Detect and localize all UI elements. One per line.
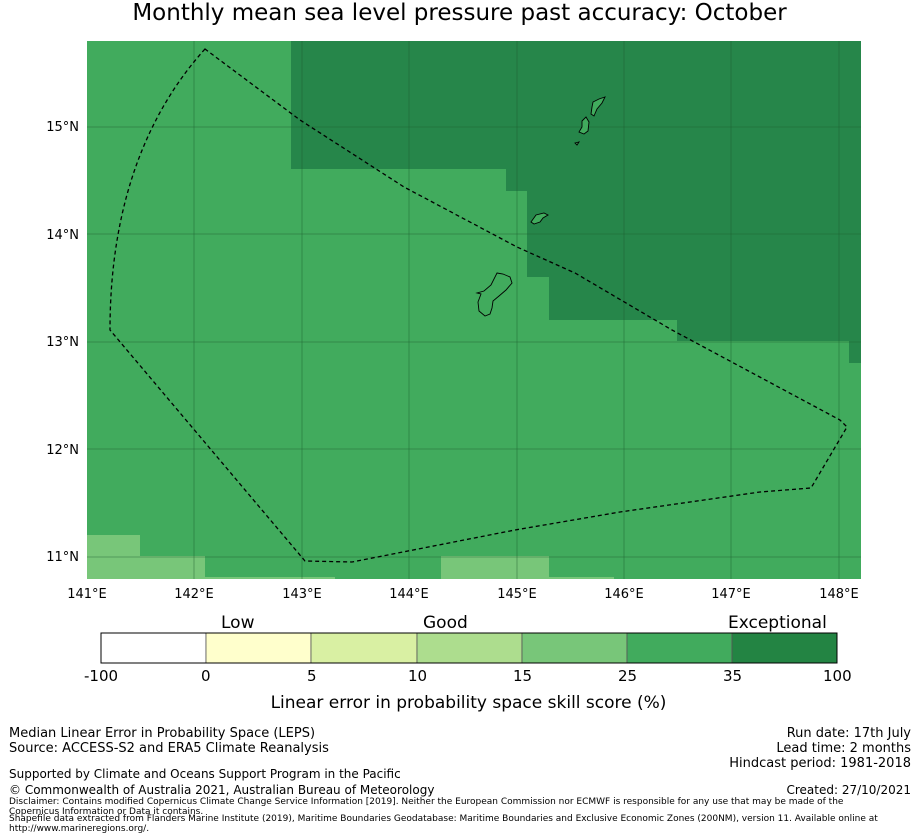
- exceptional-skill-region: [291, 41, 861, 363]
- lat-tick-label: 11°N: [46, 550, 79, 565]
- colorbar-tick: -100: [84, 667, 119, 685]
- lon-tick-label: 143°E: [282, 587, 322, 600]
- gridlines: [87, 41, 861, 579]
- lon-tick-label: 147°E: [711, 587, 751, 600]
- colorbar-frame: [100, 632, 838, 664]
- colorbar-segment: [731, 632, 838, 664]
- good-skill-patch-south: [441, 556, 549, 579]
- lon-tick-label: 144°E: [389, 587, 429, 600]
- lon-tick-labels: 141°E 142°E 143°E 144°E 145°E 146°E 147°…: [67, 587, 859, 600]
- eez-boundary: [109, 48, 848, 563]
- island-guam: [475, 272, 513, 317]
- island-tinian: [578, 116, 590, 135]
- colorbar-segment: [205, 632, 312, 664]
- island-rota: [530, 212, 549, 225]
- lat-tick-labels: 15°N 14°N 13°N 12°N 11°N: [46, 120, 79, 565]
- colorbar-category-good: Good: [423, 613, 468, 633]
- colorbar-segment: [310, 632, 418, 664]
- colorbar-tick: 100: [823, 667, 852, 685]
- lon-tick-label: 142°E: [174, 587, 214, 600]
- lon-tick-label: 141°E: [67, 587, 107, 600]
- lat-tick-label: 14°N: [46, 228, 79, 243]
- colorbar-tick: 0: [201, 667, 211, 685]
- good-skill-strip-southeast: [549, 577, 614, 579]
- colorbar-segment: [416, 632, 523, 664]
- colorbar-tick: 25: [618, 667, 638, 685]
- colorbar: [100, 632, 838, 664]
- colorbar-tick: 5: [307, 667, 317, 685]
- colorbar-title: Linear error in probability space skill …: [270, 693, 667, 713]
- islands: [475, 96, 606, 317]
- footer-source: Source: ACCESS-S2 and ERA5 Climate Reana…: [9, 741, 329, 756]
- footer-run-date: Run date: 17th July: [786, 726, 911, 741]
- colorbar-segment: [100, 632, 207, 664]
- colorbar-category-exceptional: Exceptional: [728, 613, 827, 633]
- lon-tick-label: 145°E: [497, 587, 537, 600]
- colorbar-tick: 10: [408, 667, 428, 685]
- skill-map: 141°E 142°E 143°E 144°E 145°E 146°E 147°…: [46, 41, 861, 600]
- footer-copyright: © Commonwealth of Australia 2021, Austra…: [9, 783, 435, 797]
- lon-tick-label: 148°E: [819, 587, 859, 600]
- colorbar-segment: [626, 632, 733, 664]
- colorbar-tick: 35: [723, 667, 743, 685]
- lat-tick-label: 13°N: [46, 335, 79, 350]
- lat-tick-label: 12°N: [46, 443, 79, 458]
- colorbar-category-low: Low: [221, 613, 255, 633]
- colorbar-tick: 15: [513, 667, 533, 685]
- footer-created: Created: 27/10/2021: [786, 783, 911, 797]
- good-skill-strip-south: [205, 577, 335, 579]
- island-saipan: [590, 96, 606, 117]
- lat-tick-label: 15°N: [46, 120, 79, 135]
- footer-lead-time: Lead time: 2 months: [776, 741, 911, 756]
- footer-method: Median Linear Error in Probability Space…: [9, 726, 316, 741]
- footer-hindcast: Hindcast period: 1981-2018: [729, 756, 911, 771]
- footer-support: Supported by Climate and Oceans Support …: [9, 767, 401, 781]
- lon-tick-label: 146°E: [604, 587, 644, 600]
- colorbar-segment: [521, 632, 628, 664]
- footer-shapefile: Shapefile data extracted from Flanders M…: [9, 814, 878, 834]
- island-aguijan: [574, 141, 581, 146]
- page-title: Monthly mean sea level pressure past acc…: [132, 0, 787, 26]
- footer-disclaimer: Disclaimer: Contains modified Copernicus…: [9, 797, 844, 817]
